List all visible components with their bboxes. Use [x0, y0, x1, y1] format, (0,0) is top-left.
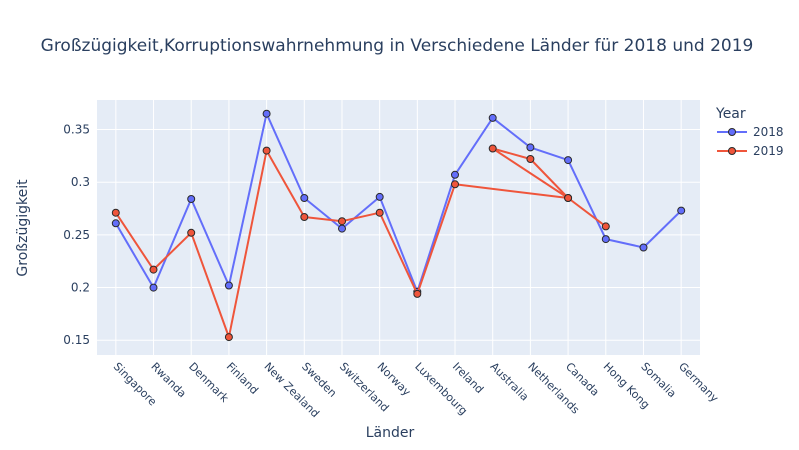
data-point[interactable]	[601, 235, 610, 244]
legend-item-2019[interactable]: 2019	[717, 144, 784, 158]
series-line-2018	[114, 112, 682, 293]
y-tick-label: 0.15	[63, 333, 90, 347]
legend[interactable]: Year 2018 2019	[715, 106, 784, 158]
data-point[interactable]	[187, 195, 196, 203]
data-point[interactable]	[564, 194, 573, 202]
data-point[interactable]	[413, 289, 422, 298]
data-point[interactable]	[526, 155, 535, 163]
y-tick-label: 0.2	[71, 281, 90, 295]
legend-label: 2018	[753, 125, 784, 139]
data-point[interactable]	[262, 146, 271, 155]
data-point[interactable]	[338, 217, 346, 226]
legend-swatch-marker	[728, 147, 736, 155]
legend-swatch-marker	[728, 128, 736, 136]
data-point[interactable]	[677, 206, 686, 215]
y-tick-label: 0.35	[63, 123, 90, 137]
data-point[interactable]	[564, 156, 573, 165]
chart-title: Großzügigkeit,Korruptionswahrnehmung in …	[41, 36, 754, 56]
data-point[interactable]	[224, 333, 233, 342]
data-point[interactable]	[488, 144, 497, 153]
legend-title: Year	[715, 106, 746, 122]
series-2019	[111, 144, 610, 342]
data-point[interactable]	[338, 224, 346, 233]
data-point[interactable]	[601, 222, 610, 231]
data-point[interactable]	[639, 243, 648, 252]
data-point[interactable]	[224, 281, 233, 290]
data-point[interactable]	[111, 219, 120, 228]
series-2018	[111, 109, 686, 296]
data-point[interactable]	[375, 208, 384, 217]
legend-item-2018[interactable]: 2018	[717, 125, 784, 139]
legend-items[interactable]: 2018 2019	[717, 125, 784, 158]
y-tick-label: 0.3	[71, 175, 90, 189]
y-tick-label: 0.25	[63, 228, 90, 242]
data-point[interactable]	[300, 213, 309, 221]
y-axis-ticks: 0.15 0.2 0.25 0.3 0.35	[63, 123, 90, 348]
data-point[interactable]	[451, 180, 459, 189]
series-layer	[111, 109, 686, 342]
data-point[interactable]	[262, 109, 271, 118]
legend-label: 2019	[753, 144, 784, 158]
y-axis-title: Großzügigkeit	[15, 179, 31, 277]
data-point[interactable]	[111, 208, 120, 217]
data-point[interactable]	[187, 228, 196, 237]
data-point[interactable]	[488, 113, 497, 122]
data-point[interactable]	[300, 194, 309, 202]
data-point[interactable]	[451, 170, 459, 179]
data-point[interactable]	[149, 265, 158, 274]
x-axis-title: Länder	[366, 425, 415, 441]
data-point[interactable]	[375, 192, 384, 201]
data-point[interactable]	[526, 143, 535, 152]
data-point[interactable]	[149, 283, 158, 292]
